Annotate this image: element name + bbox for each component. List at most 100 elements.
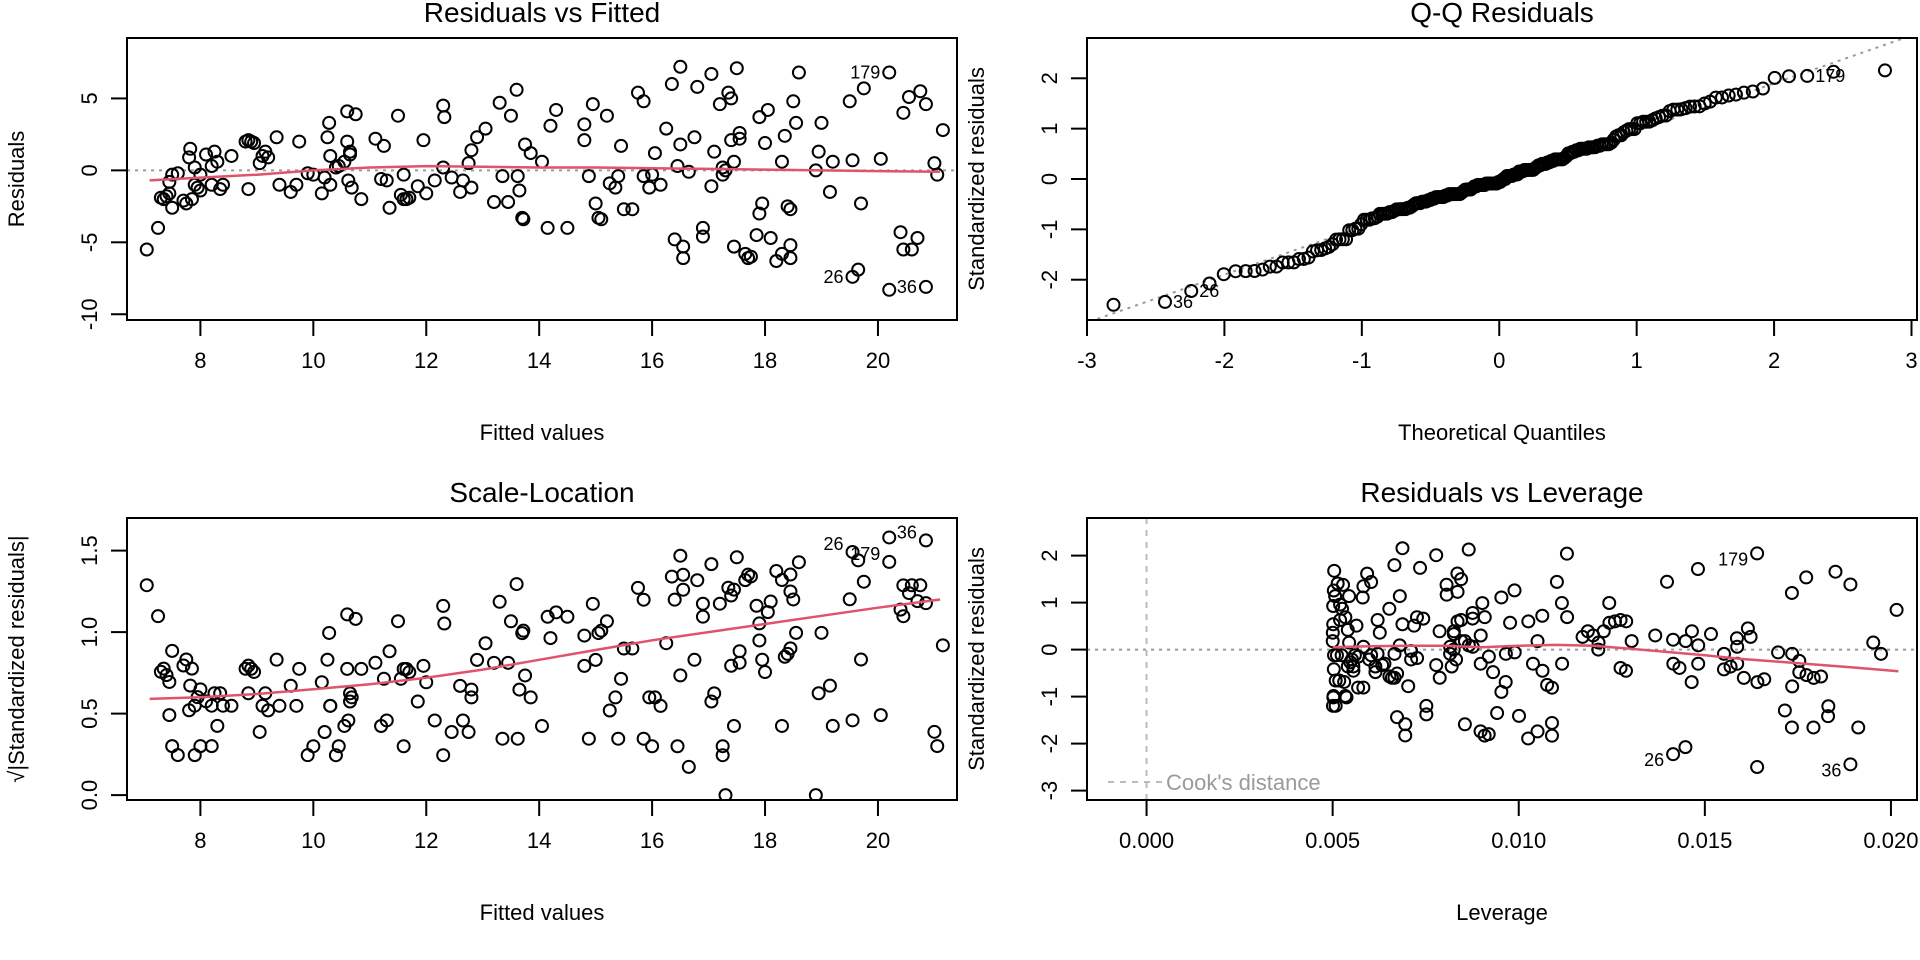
data-point (1708, 90, 1723, 105)
data-point (608, 690, 623, 705)
data-point (162, 708, 177, 723)
data-point (1158, 294, 1173, 309)
data-point (1683, 99, 1698, 114)
x-tick-label: 20 (866, 348, 890, 373)
data-point (323, 698, 338, 713)
data-point (676, 567, 691, 582)
data-point (636, 169, 651, 184)
outlier-label: 36 (1173, 292, 1193, 312)
data-point (752, 633, 767, 648)
data-point (453, 678, 468, 693)
data-point (213, 686, 228, 701)
data-point (1454, 572, 1469, 587)
data-point (252, 156, 267, 171)
data-point (1618, 663, 1633, 678)
x-tick-label: -3 (1077, 348, 1097, 373)
data-point (1678, 634, 1693, 649)
data-point (647, 146, 662, 161)
data-point (724, 91, 739, 106)
data-point (419, 186, 434, 201)
data-point (170, 748, 185, 763)
data-point (1596, 624, 1611, 639)
data-point (1419, 707, 1434, 722)
y-axis-label: Residuals (4, 131, 29, 228)
data-point (1785, 646, 1800, 661)
data-point (1503, 615, 1518, 630)
data-point (1486, 665, 1501, 680)
data-point (930, 739, 945, 754)
panel-residuals-vs-leverage: Residuals vs Leverage Leverage Standardi… (964, 477, 1918, 925)
data-point (323, 177, 338, 192)
data-point (845, 153, 860, 168)
panel-scale-location: Scale-Location Fitted values √|Standardi… (4, 477, 958, 925)
data-point (1429, 548, 1444, 563)
data-point (1416, 611, 1431, 626)
y-tick-label: 2 (1037, 72, 1062, 84)
y-tick-label: -1 (1037, 687, 1062, 707)
data-point (760, 102, 775, 117)
data-point (470, 652, 485, 667)
plot-frame (126, 37, 958, 321)
data-point (786, 592, 801, 607)
data-point (673, 548, 688, 563)
data-points: 26 179 36 (127, 59, 957, 297)
data-point (1457, 717, 1472, 732)
data-point (402, 190, 417, 205)
data-point (487, 195, 502, 210)
data-point (896, 105, 911, 120)
data-point (1461, 542, 1476, 557)
data-point (455, 173, 470, 188)
data-point (851, 262, 866, 277)
data-point (645, 167, 660, 182)
data-point (690, 573, 705, 588)
data-point (681, 164, 696, 179)
data-point (1806, 670, 1821, 685)
data-point (343, 144, 358, 159)
data-point (1729, 631, 1744, 646)
data-point (611, 731, 626, 746)
data-point (419, 675, 434, 690)
data-point (659, 121, 674, 136)
data-point (543, 118, 558, 133)
data-point (1419, 698, 1434, 713)
data-point (464, 180, 479, 195)
data-point (396, 167, 411, 182)
data-point (707, 144, 722, 159)
y-tick-label: 0.5 (77, 698, 102, 729)
data-point (1521, 614, 1536, 629)
data-point (139, 242, 154, 257)
data-point (464, 690, 479, 705)
data-point (704, 66, 719, 81)
data-point (1591, 642, 1606, 657)
data-point (724, 133, 739, 148)
data-point (1382, 669, 1397, 684)
data-point (503, 108, 518, 123)
data-point (1821, 709, 1836, 724)
data-point (1873, 646, 1888, 661)
data-point (712, 596, 727, 611)
data-point (704, 694, 719, 709)
data-point (1291, 252, 1306, 267)
data-point (673, 137, 688, 152)
data-point (1481, 649, 1496, 664)
data-point (726, 154, 741, 169)
data-point (272, 177, 287, 192)
data-point (478, 636, 493, 651)
data-point (896, 609, 911, 624)
data-point (1228, 264, 1243, 279)
x-axis-label: Theoretical Quantiles (1398, 420, 1606, 445)
outlier-label: 26 (1644, 750, 1664, 770)
data-point (749, 228, 764, 243)
data-point (1559, 546, 1574, 561)
data-point (1465, 605, 1480, 620)
chart-title: Residuals vs Leverage (1360, 477, 1643, 508)
y-tick-label: -1 (1037, 220, 1062, 240)
data-point (320, 130, 335, 145)
data-point (1338, 689, 1353, 704)
data-point (535, 154, 549, 169)
data-point (636, 731, 651, 746)
data-point (1473, 628, 1488, 643)
y-tick-label: -5 (77, 233, 102, 253)
